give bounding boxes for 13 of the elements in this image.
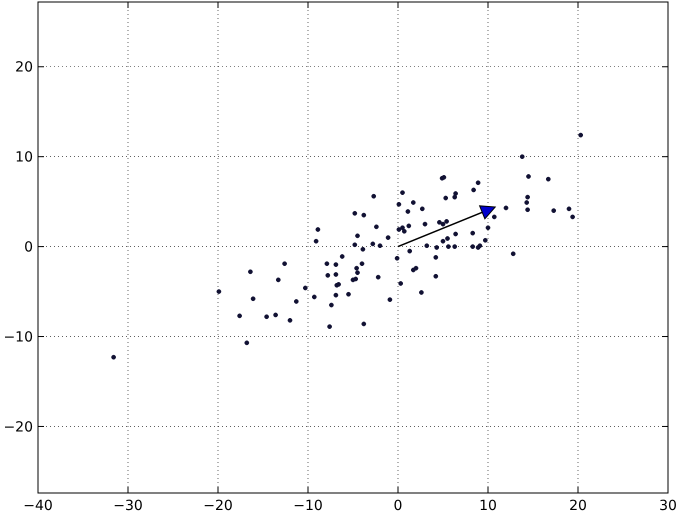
- y-tick-label: 0: [24, 240, 33, 256]
- x-tick-label: 30: [659, 498, 677, 512]
- x-tick-label: −30: [113, 498, 143, 512]
- x-tick-label: −40: [23, 498, 53, 512]
- y-tick-label: −10: [3, 329, 33, 346]
- y-tick-label: 20: [15, 60, 33, 76]
- y-tick-label: 10: [15, 150, 33, 166]
- x-tick-label: −20: [203, 498, 233, 512]
- x-tick-label: −10: [293, 498, 323, 512]
- x-tick-label: 20: [569, 498, 587, 512]
- y-tick-label: −20: [3, 419, 33, 436]
- x-tick-label: 10: [479, 498, 497, 512]
- x-tick-label: 0: [394, 498, 402, 512]
